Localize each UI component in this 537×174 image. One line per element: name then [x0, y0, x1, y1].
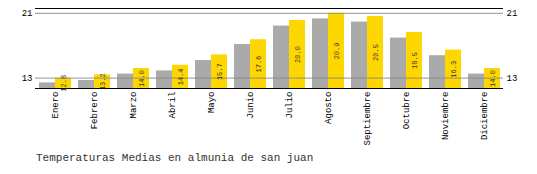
svg-text:13: 13 — [507, 74, 518, 84]
svg-text:14.4: 14.4 — [177, 68, 185, 85]
svg-text:Febrero: Febrero — [90, 92, 100, 130]
svg-text:14.0: 14.0 — [138, 70, 146, 87]
svg-text:12.8: 12.8 — [60, 75, 68, 92]
svg-text:Agosto: Agosto — [324, 92, 334, 124]
svg-text:15.7: 15.7 — [216, 63, 224, 80]
svg-text:21: 21 — [507, 9, 518, 19]
svg-text:20.5: 20.5 — [372, 44, 380, 61]
svg-text:17.6: 17.6 — [255, 56, 263, 73]
svg-text:Noviembre: Noviembre — [441, 92, 451, 141]
svg-text:Junio: Junio — [246, 92, 256, 119]
svg-text:Mayo: Mayo — [207, 92, 217, 114]
svg-text:Diciembre: Diciembre — [480, 92, 490, 141]
svg-text:14.0: 14.0 — [489, 70, 497, 87]
svg-text:Marzo: Marzo — [129, 92, 139, 119]
svg-text:Abril: Abril — [168, 92, 178, 119]
svg-text:21: 21 — [22, 9, 33, 19]
html-text:Temperaturas Medias en almunia: Temperaturas Medias en almunia de san ju… — [36, 152, 314, 164]
svg-text:16.3: 16.3 — [450, 61, 458, 78]
svg-text:13.2: 13.2 — [99, 73, 107, 90]
svg-text:20.0: 20.0 — [294, 46, 302, 63]
svg-text:Enero: Enero — [51, 92, 61, 119]
svg-text:13: 13 — [22, 74, 33, 84]
svg-text:Julio: Julio — [285, 92, 295, 119]
svg-text:20.9: 20.9 — [333, 42, 341, 59]
svg-text:Octubre: Octubre — [402, 92, 412, 130]
svg-text:Septiembre: Septiembre — [363, 92, 373, 146]
svg-text:18.5: 18.5 — [411, 52, 419, 69]
